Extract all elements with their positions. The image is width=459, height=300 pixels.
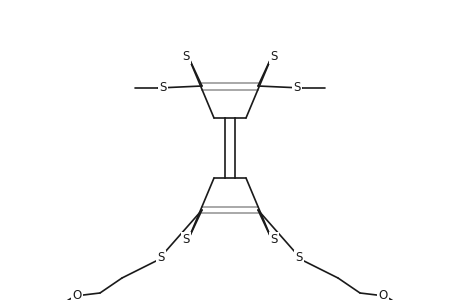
Text: S: S — [159, 80, 166, 94]
Text: S: S — [270, 50, 277, 62]
Text: S: S — [270, 233, 277, 247]
Text: S: S — [295, 251, 302, 265]
Text: O: O — [378, 290, 387, 300]
Text: S: S — [182, 233, 189, 247]
Text: O: O — [72, 290, 81, 300]
Text: S: S — [182, 50, 189, 62]
Text: S: S — [293, 80, 300, 94]
Text: S: S — [157, 251, 164, 265]
